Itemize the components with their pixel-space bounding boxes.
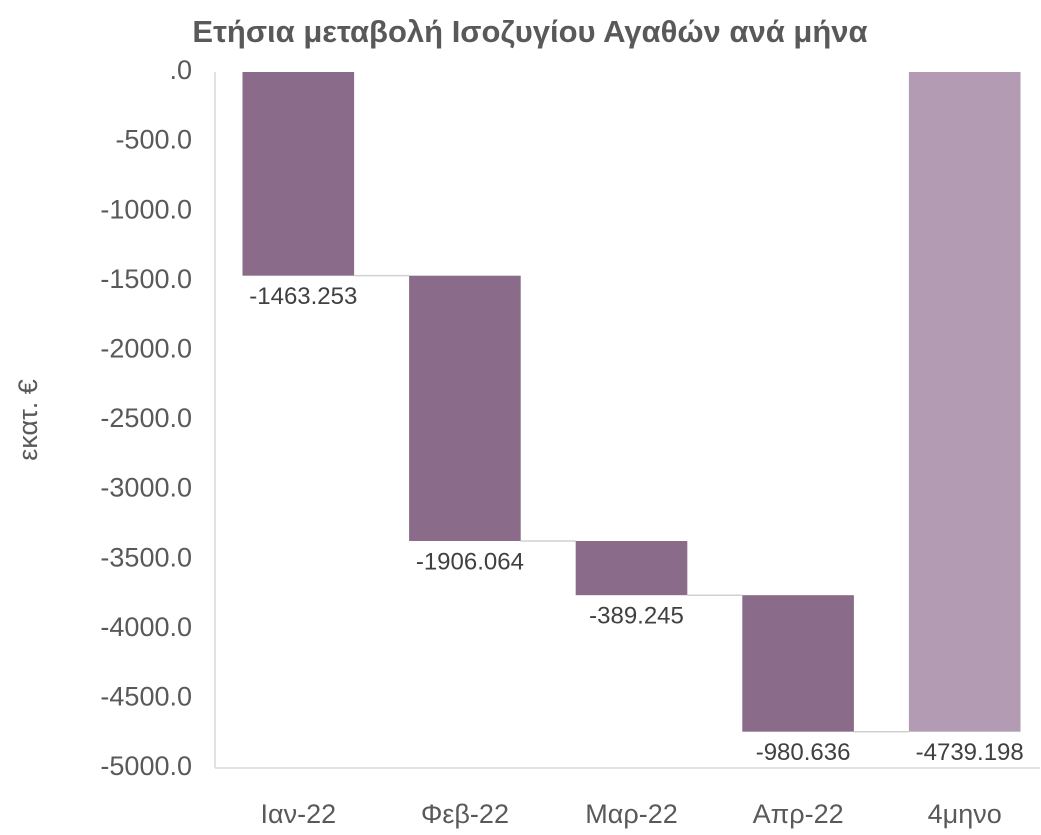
x-tick-label: Μαρ-22 [585,799,677,829]
y-tick-label: -1000.0 [100,194,192,224]
y-axis-label: εκατ. € [13,379,43,461]
chart-title: Ετήσια μεταβολή Ισοζυγίου Αγαθών ανά μήν… [192,14,867,49]
y-tick-label: .0 [169,55,192,85]
bar [242,72,355,276]
bar [575,541,688,596]
x-tick-label: Ιαν-22 [260,799,336,829]
y-tick-label: -1500.0 [100,264,192,294]
bar [908,72,1021,732]
data-label: -4739.198 [916,739,1024,766]
x-tick-label: Φεβ-22 [421,799,509,829]
x-tick-label: 4μηνο [928,799,1002,829]
data-label: -389.245 [589,603,684,630]
y-tick-label: -500.0 [115,125,192,155]
bar [742,595,854,732]
data-label: -1906.064 [416,548,524,575]
y-tick-label: -4000.0 [100,612,192,642]
x-tick-label: Απρ-22 [753,799,844,829]
y-tick-label: -2500.0 [100,403,192,433]
y-tick-label: -2000.0 [100,334,192,364]
y-tick-label: -5000.0 [100,751,192,781]
data-label: -980.636 [756,739,851,766]
y-tick-label: -3000.0 [100,473,192,503]
y-tick-label: -3500.0 [100,542,192,572]
bar [409,275,521,542]
data-label: -1463.253 [249,283,357,310]
y-tick-label: -4500.0 [100,682,192,712]
